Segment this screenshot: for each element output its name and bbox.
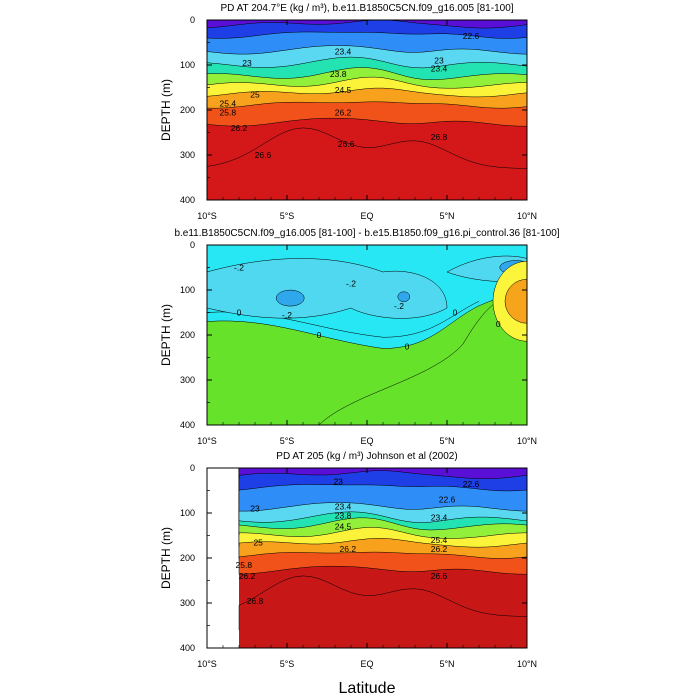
panel-pd-difference: -.2-.2-.2-.200000b.e11.B1850C5CN.f09_g16… xyxy=(159,228,560,446)
y-tick-label: 100 xyxy=(180,508,195,518)
contour-label: 26.2 xyxy=(231,123,248,133)
x-tick-label: 10°S xyxy=(197,659,217,669)
contour-label: 26.2 xyxy=(335,107,352,117)
x-tick-label: 10°N xyxy=(517,436,537,446)
y-tick-label: 0 xyxy=(190,240,195,250)
contour-label: 23 xyxy=(434,56,444,66)
contour-label: 23.4 xyxy=(335,47,352,57)
contour-label: 26.2 xyxy=(239,571,256,581)
contour-label: 23.4 xyxy=(335,501,352,511)
x-tick-label: 10°S xyxy=(197,436,217,446)
contour-label: 23.8 xyxy=(335,510,352,520)
contour-field: -.2 -.2 -.2 -.2 0 0 0 0 0 xyxy=(207,245,527,425)
contour-label: 22.6 xyxy=(463,479,480,489)
contour-label: -.2 xyxy=(394,301,404,311)
contour-field: 22.623.423 2323.423.824.52525.425.826.226… xyxy=(207,20,527,200)
y-tick-label: 100 xyxy=(180,285,195,295)
contour-label: 26.2 xyxy=(431,544,448,554)
contour-label: 0 xyxy=(453,308,458,318)
contour-label: 0 xyxy=(317,330,322,340)
contour-label: 25.8 xyxy=(220,107,237,117)
contour-label: -.2 xyxy=(282,310,292,320)
contour-label: 23.4 xyxy=(431,513,448,523)
x-axis-label: Latitude xyxy=(339,680,396,697)
y-tick-label: 400 xyxy=(180,420,195,430)
x-tick-label: EQ xyxy=(360,211,373,221)
x-tick-label: EQ xyxy=(360,659,373,669)
panel-pd-model: 22.623.423 2323.423.824.52525.425.826.226… xyxy=(159,3,537,221)
contour-label: 0 xyxy=(496,319,501,329)
contour-label: 24.5 xyxy=(335,522,352,532)
x-tick-label: 10°N xyxy=(517,659,537,669)
contour-label: 22.6 xyxy=(439,495,456,505)
y-tick-label: 100 xyxy=(180,60,195,70)
contour-label: -.2 xyxy=(234,263,244,273)
contour-line xyxy=(207,127,527,182)
contour-label: 26.8 xyxy=(247,596,264,606)
y-tick-label: 0 xyxy=(190,15,195,25)
x-tick-label: 5°N xyxy=(439,659,454,669)
panel-title: b.e11.B1850C5CN.f09_g16.005 [81-100] - b… xyxy=(174,228,559,239)
contour-band xyxy=(397,291,411,302)
y-tick-label: 300 xyxy=(180,150,195,160)
contour-label: 23 xyxy=(242,58,252,68)
x-tick-label: 10°S xyxy=(197,211,217,221)
contour-label: 23 xyxy=(250,504,260,514)
contour-label: 25.4 xyxy=(431,535,448,545)
contour-label: -.2 xyxy=(346,278,356,288)
x-tick-label: 5°N xyxy=(439,436,454,446)
x-tick-label: 5°S xyxy=(280,436,295,446)
contour-label: 23.8 xyxy=(330,69,347,79)
y-axis-label: DEPTH (m) xyxy=(159,79,173,141)
x-tick-label: 5°N xyxy=(439,211,454,221)
y-axis-label: DEPTH (m) xyxy=(159,304,173,366)
x-tick-label: 5°S xyxy=(280,659,295,669)
contour-label: 0 xyxy=(237,308,242,318)
contour-label: 24.5 xyxy=(335,85,352,95)
contour-label: 26.6 xyxy=(338,139,355,149)
y-tick-label: 200 xyxy=(180,330,195,340)
contour-label: 23 xyxy=(333,477,343,487)
contour-label: 25.8 xyxy=(236,560,253,570)
y-tick-label: 300 xyxy=(180,598,195,608)
y-tick-label: 400 xyxy=(180,195,195,205)
contour-label: 25 xyxy=(253,537,263,547)
panel-title: PD AT 204.7°E (kg / m³), b.e11.B1850C5CN… xyxy=(220,3,513,14)
y-tick-label: 0 xyxy=(190,463,195,473)
panel-title: PD AT 205 (kg / m³) Johnson et al (2002) xyxy=(276,451,457,462)
contour-label: 0 xyxy=(405,341,410,351)
contour-label: 26.2 xyxy=(340,544,357,554)
contour-label: 22.6 xyxy=(463,31,480,41)
y-tick-label: 300 xyxy=(180,375,195,385)
y-tick-label: 200 xyxy=(180,553,195,563)
contour-label: 26.6 xyxy=(431,571,448,581)
x-tick-label: 5°S xyxy=(280,211,295,221)
contour-band xyxy=(275,289,305,307)
contour-band xyxy=(504,279,527,324)
y-axis-label: DEPTH (m) xyxy=(159,527,173,589)
contour-label: 26.6 xyxy=(255,150,272,160)
contour-label: 25 xyxy=(250,89,260,99)
y-tick-label: 400 xyxy=(180,643,195,653)
contour-line xyxy=(238,575,527,630)
y-tick-label: 200 xyxy=(180,105,195,115)
contour-label: 26.8 xyxy=(431,132,448,142)
contour-band xyxy=(207,258,448,319)
x-tick-label: EQ xyxy=(360,436,373,446)
contour-label: 25.4 xyxy=(220,98,237,108)
contour-band xyxy=(238,468,527,480)
contour-label: 23.4 xyxy=(431,64,448,74)
x-tick-label: 10°N xyxy=(517,211,537,221)
